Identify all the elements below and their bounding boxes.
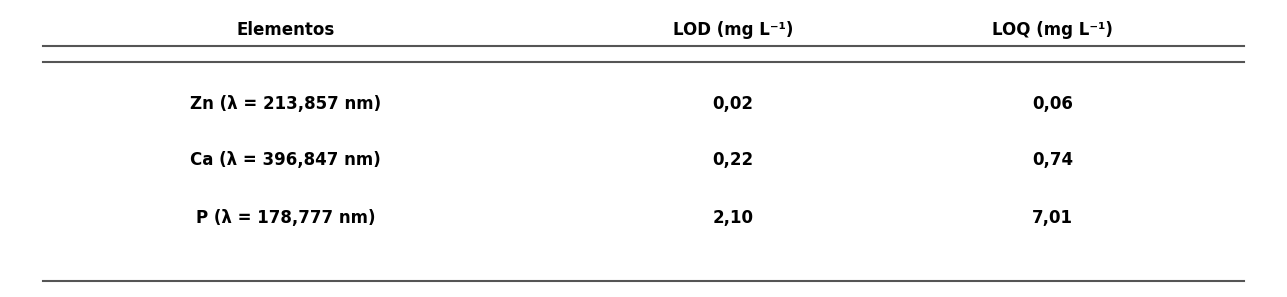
Text: 0,74: 0,74: [1032, 151, 1073, 169]
Text: Ca (λ = 396,847 nm): Ca (λ = 396,847 nm): [190, 151, 381, 169]
Text: P (λ = 178,777 nm): P (λ = 178,777 nm): [196, 209, 376, 227]
Text: LOQ (mg L⁻¹): LOQ (mg L⁻¹): [992, 21, 1113, 39]
Text: Elementos: Elementos: [237, 21, 335, 39]
Text: Zn (λ = 213,857 nm): Zn (λ = 213,857 nm): [190, 95, 381, 113]
Text: 0,06: 0,06: [1032, 95, 1073, 113]
Text: 2,10: 2,10: [713, 209, 753, 227]
Text: 0,02: 0,02: [713, 95, 753, 113]
Text: LOD (mg L⁻¹): LOD (mg L⁻¹): [673, 21, 793, 39]
Text: 7,01: 7,01: [1032, 209, 1073, 227]
Text: 0,22: 0,22: [713, 151, 754, 169]
